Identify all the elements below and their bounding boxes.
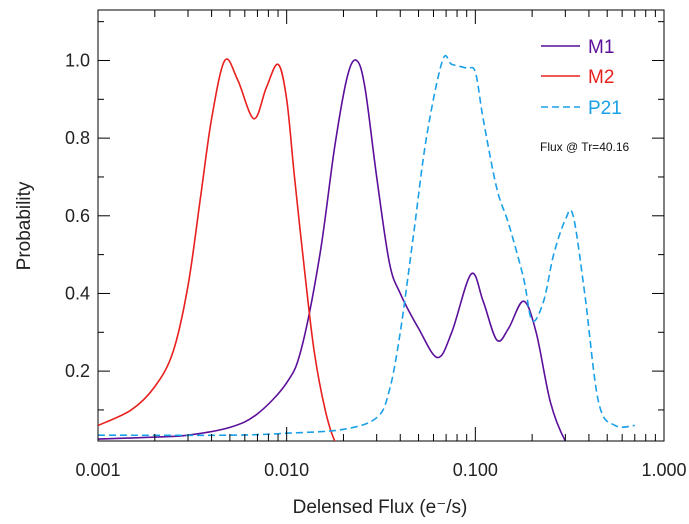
y-tick-label: 1.0: [65, 50, 90, 70]
legend-label-m2: M2: [588, 67, 614, 88]
legend-label-p21: P21: [588, 98, 622, 119]
y-tick-label: 0.8: [65, 128, 90, 148]
x-axis-title: Delensed Flux (e⁻/s): [293, 497, 468, 518]
y-axis-title: Probability: [14, 181, 35, 270]
series-line-m1: [98, 59, 567, 441]
x-tick-label: 0.010: [264, 460, 309, 480]
y-tick-label: 0.6: [65, 206, 90, 226]
x-tick-label: 0.001: [75, 460, 120, 480]
annotation-text: Flux @ Tr=40.16: [540, 140, 630, 154]
x-tick-label: 1.000: [641, 460, 686, 480]
series-line-p21: [98, 54, 635, 437]
y-tick-label: 0.2: [65, 361, 90, 381]
legend-label-m1: M1: [588, 37, 614, 58]
x-tick-label: 0.100: [453, 460, 498, 480]
series-line-m2: [98, 58, 336, 441]
plot-frame: [97, 9, 665, 442]
y-tick-label: 0.4: [65, 283, 90, 303]
